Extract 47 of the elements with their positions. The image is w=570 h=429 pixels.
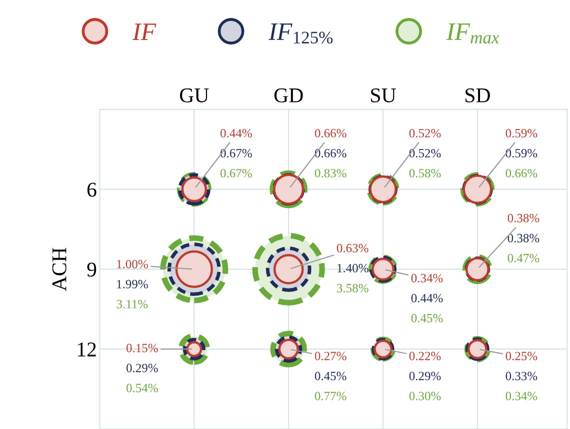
data-label: 0.67% bbox=[220, 148, 252, 158]
legend-label: IF bbox=[132, 24, 156, 40]
data-label: 0.59% bbox=[506, 148, 538, 158]
data-label: 0.44% bbox=[220, 128, 252, 138]
data-label: 3.58% bbox=[337, 284, 368, 292]
data-label: 0.34% bbox=[506, 392, 538, 400]
data-label: 0.22% bbox=[409, 352, 441, 360]
data-label: 0.33% bbox=[506, 372, 538, 380]
data-label: 0.77% bbox=[314, 392, 346, 400]
x-tick-label: SD bbox=[466, 88, 490, 102]
data-label: 1.00% bbox=[117, 260, 148, 268]
data-label: 0.67% bbox=[220, 168, 252, 178]
data-label: 0.29% bbox=[409, 372, 441, 380]
data-label: 0.47% bbox=[508, 254, 540, 262]
data-label: 0.38% bbox=[508, 214, 540, 222]
x-tick-label: GU bbox=[180, 88, 209, 102]
data-label: 0.66% bbox=[506, 168, 538, 178]
data-label: 0.52% bbox=[409, 148, 441, 158]
data-label: 0.45% bbox=[411, 314, 443, 322]
y-tick-label: 9 bbox=[87, 262, 96, 277]
data-label: 0.25% bbox=[506, 352, 538, 360]
legend-label: IF$_{125%}$ bbox=[268, 24, 333, 44]
data-label: 0.63% bbox=[336, 244, 368, 252]
data-label: 1.40% bbox=[338, 264, 368, 272]
data-label: 0.52% bbox=[409, 128, 441, 138]
data-label: 1.99% bbox=[117, 280, 148, 288]
data-label: 0.27% bbox=[314, 352, 346, 360]
x-tick-label: SU bbox=[371, 88, 396, 102]
data-label: 0.15% bbox=[126, 344, 158, 352]
data-label: 0.38% bbox=[508, 234, 540, 242]
y-axis-title: ACH bbox=[52, 248, 66, 291]
data-label: 0.44% bbox=[411, 294, 443, 302]
data-label: 0.45% bbox=[314, 372, 346, 380]
data-label: 0.66% bbox=[314, 128, 346, 138]
data-label: 0.58% bbox=[409, 168, 441, 178]
data-label: 0.54% bbox=[126, 384, 158, 392]
data-label: 3.11% bbox=[116, 300, 148, 308]
data-label: 0.66% bbox=[314, 148, 346, 158]
data-label: 0.83% bbox=[314, 168, 346, 178]
y-tick-label: 6 bbox=[87, 182, 96, 197]
y-tick-label: 12 bbox=[78, 342, 96, 356]
data-label: 0.30% bbox=[409, 392, 441, 400]
data-label: 0.34% bbox=[411, 274, 443, 282]
legend-label: IF$_{max}$ bbox=[446, 24, 500, 44]
data-label: 0.29% bbox=[126, 364, 158, 372]
x-tick-label: GD bbox=[274, 88, 303, 102]
data-label: 0.59% bbox=[506, 128, 538, 138]
